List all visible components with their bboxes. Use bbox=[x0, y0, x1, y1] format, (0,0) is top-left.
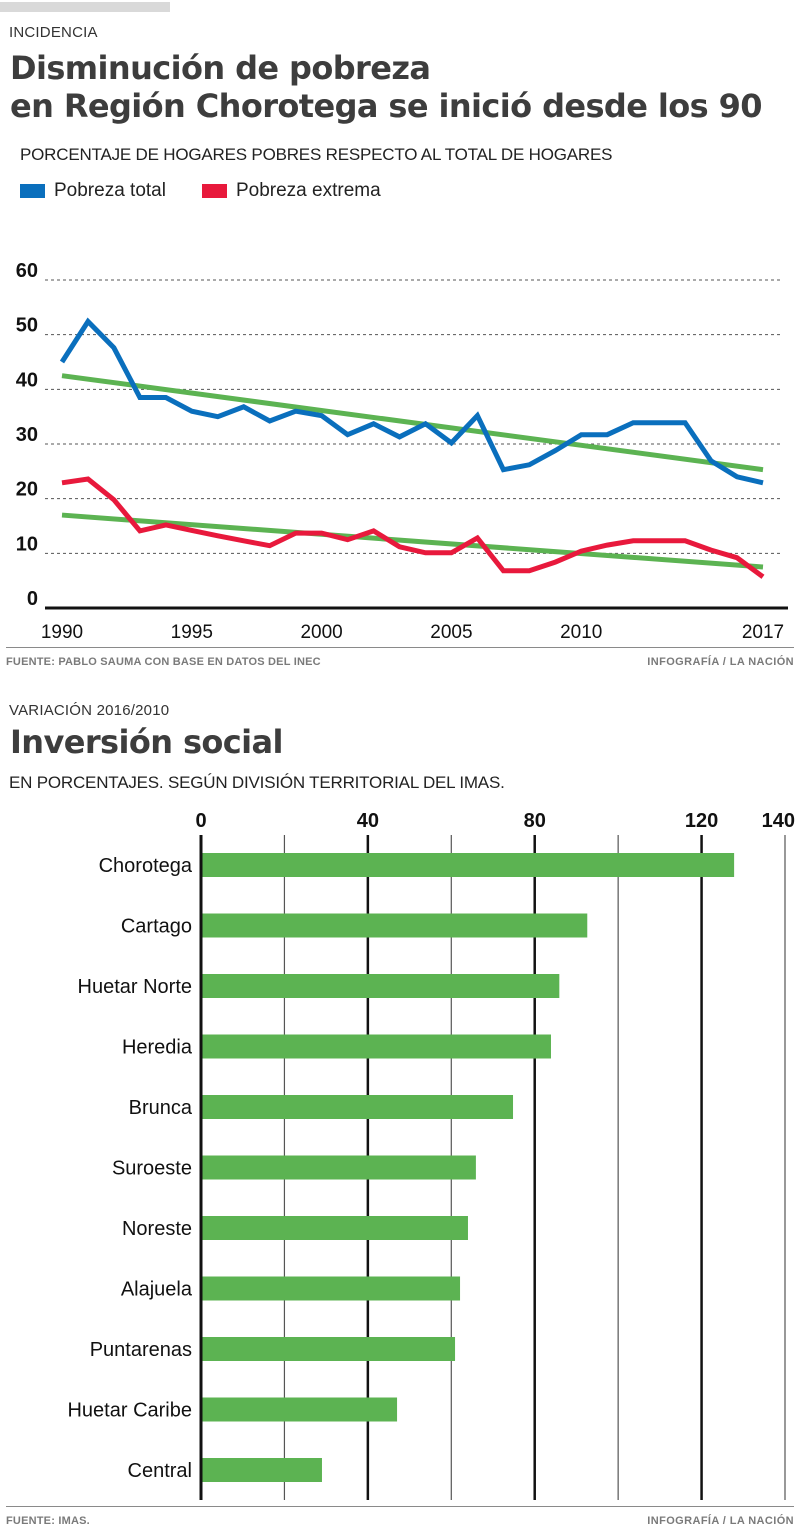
category-label: Huetar Caribe bbox=[67, 1400, 192, 1422]
category-label: Puntarenas bbox=[90, 1339, 192, 1361]
category-label: Heredia bbox=[122, 1037, 193, 1059]
poverty-line-chart: 0 10 20 30 40 50 60 1990 1995 2000 2005 2010 2017 bbox=[16, 260, 788, 643]
series-line-pobreza-extrema bbox=[61, 476, 765, 579]
y-tick-label: 10 bbox=[16, 533, 38, 555]
bar bbox=[201, 1458, 322, 1482]
section1-subtitle: PORCENTAJE DE HOGARES POBRES RESPECTO AL… bbox=[20, 145, 613, 164]
section2-kicker: VARIACIÓN 2016/2010 bbox=[9, 702, 170, 719]
x-tick-label: 1990 bbox=[41, 622, 83, 643]
x-tick-label: 80 bbox=[524, 810, 546, 832]
x-tick-label: 120 bbox=[685, 810, 718, 832]
legend-label-extrema: Pobreza extrema bbox=[235, 180, 381, 201]
y-tick-label: 30 bbox=[16, 424, 38, 446]
x-tick-label: 2005 bbox=[430, 622, 472, 643]
category-label: Central bbox=[128, 1460, 192, 1482]
legend-item-extrema: Pobreza extrema bbox=[201, 180, 381, 202]
category-label: Alajuela bbox=[121, 1279, 193, 1301]
x-tick-label: 2000 bbox=[300, 622, 342, 643]
bar bbox=[201, 1034, 551, 1059]
legend-swatch-total bbox=[20, 184, 45, 198]
legend-item-total: Pobreza total bbox=[20, 180, 166, 202]
bar bbox=[201, 1397, 398, 1422]
footer2-rule bbox=[6, 1506, 794, 1507]
series-line-pobreza-total bbox=[59, 317, 764, 486]
bar bbox=[201, 1155, 476, 1180]
x-tick-label: 0 bbox=[195, 810, 206, 832]
section2-subtitle: EN PORCENTAJES. SEGÚN DIVISIÓN TERRITORI… bbox=[9, 773, 505, 792]
section1-title-line2: en Región Chorotega se inició desde los … bbox=[10, 87, 763, 125]
category-label: Huetar Norte bbox=[78, 976, 193, 998]
footer1-credit: INFOGRAFÍA / LA NACIÓN bbox=[647, 656, 794, 668]
section2-title: Inversión social bbox=[10, 723, 283, 761]
footer1-rule bbox=[6, 647, 794, 648]
footer2-source: FUENTE: IMAS. bbox=[6, 1515, 90, 1527]
footer1-source: FUENTE: PABLO SAUMA CON BASE EN DATOS DE… bbox=[6, 656, 321, 668]
bar bbox=[201, 1337, 456, 1361]
trend-line bbox=[61, 512, 764, 570]
category-label: Suroeste bbox=[112, 1158, 192, 1180]
legend-swatch-extrema bbox=[201, 184, 227, 198]
y-tick-label: 40 bbox=[16, 369, 38, 391]
category-label: Chorotega bbox=[99, 855, 193, 877]
bar bbox=[201, 1216, 468, 1240]
line-chart-legend: Pobreza total Pobreza extrema bbox=[20, 180, 417, 202]
bar bbox=[201, 1095, 514, 1119]
y-tick-label: 0 bbox=[27, 588, 38, 610]
bar bbox=[201, 974, 560, 998]
section1-title-line1: Disminución de pobreza bbox=[10, 49, 431, 87]
section1-kicker: INCIDENCIA bbox=[9, 24, 98, 41]
y-tick-label: 60 bbox=[16, 260, 38, 282]
category-label: Noreste bbox=[122, 1218, 192, 1240]
footer2-credit: INFOGRAFÍA / LA NACIÓN bbox=[647, 1515, 794, 1527]
x-tick-label: 40 bbox=[357, 810, 379, 832]
social-investment-bar-chart: 0 40 80 120 140 Chorotega Cartago Huetar Norte H… bbox=[67, 810, 795, 1500]
bar bbox=[201, 853, 735, 877]
bar bbox=[201, 913, 588, 938]
trend-line bbox=[61, 373, 764, 473]
legend-label-total: Pobreza total bbox=[54, 180, 166, 201]
x-tick-label: 2017 bbox=[742, 622, 784, 643]
category-label: Cartago bbox=[121, 916, 192, 938]
x-tick-label: 2010 bbox=[560, 622, 602, 643]
bar bbox=[201, 1276, 461, 1301]
y-tick-label: 20 bbox=[16, 479, 38, 501]
y-tick-label: 50 bbox=[16, 315, 38, 337]
top-decorative-bar bbox=[0, 2, 170, 12]
category-label: Brunca bbox=[129, 1097, 193, 1119]
x-tick-label: 1995 bbox=[171, 622, 213, 643]
x-tick-label: 140 bbox=[762, 810, 795, 832]
